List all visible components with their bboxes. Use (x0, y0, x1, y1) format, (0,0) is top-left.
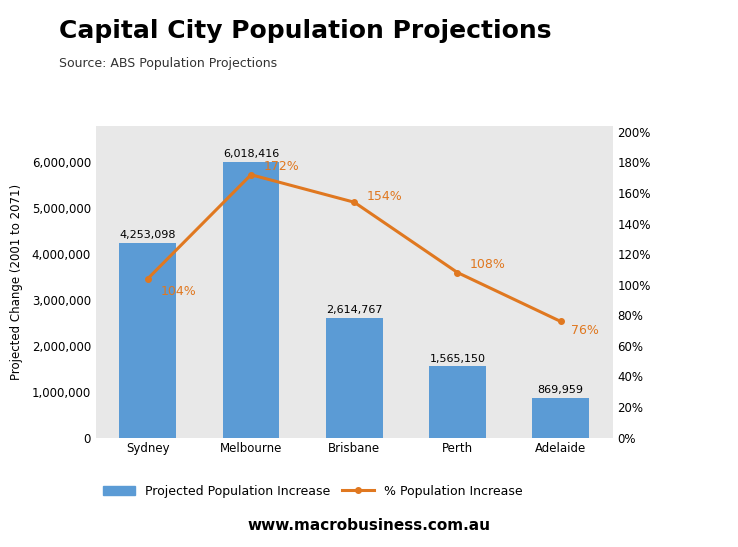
Text: 1,565,150: 1,565,150 (430, 353, 486, 364)
Legend: Projected Population Increase, % Population Increase: Projected Population Increase, % Populat… (98, 480, 528, 503)
Bar (326, 318, 382, 438)
Text: BUSINESS: BUSINESS (627, 56, 705, 69)
Text: 172%: 172% (263, 160, 299, 173)
Y-axis label: Projected Change (2001 to 2071): Projected Change (2001 to 2071) (10, 184, 24, 380)
Text: Source: ABS Population Projections: Source: ABS Population Projections (59, 57, 277, 71)
Text: Capital City Population Projections: Capital City Population Projections (59, 19, 551, 43)
Text: 76%: 76% (571, 324, 599, 337)
Text: 2,614,767: 2,614,767 (326, 305, 382, 316)
Bar (429, 366, 486, 438)
Text: www.macrobusiness.com.au: www.macrobusiness.com.au (247, 519, 491, 533)
Bar (532, 398, 589, 438)
Text: 4,253,098: 4,253,098 (120, 230, 176, 240)
Text: 869,959: 869,959 (538, 386, 584, 395)
Text: 108%: 108% (470, 258, 506, 271)
Bar (120, 242, 176, 438)
Text: MACRO: MACRO (632, 22, 700, 40)
Text: 154%: 154% (367, 190, 402, 202)
Text: 6,018,416: 6,018,416 (223, 149, 279, 159)
Text: 104%: 104% (160, 285, 196, 298)
Bar (223, 162, 280, 438)
